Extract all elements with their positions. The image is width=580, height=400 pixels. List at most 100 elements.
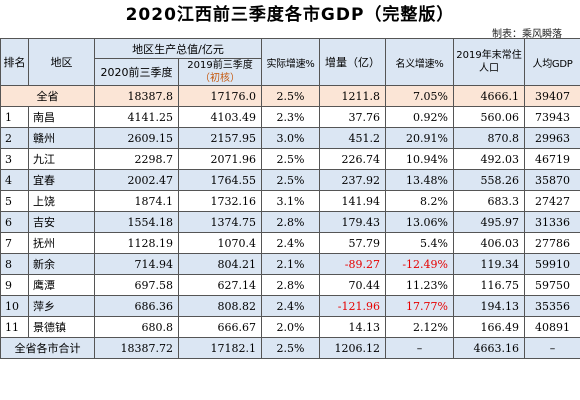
nominal-growth-cell: 11.23% [385, 274, 454, 296]
sum-gdp2020: 18387.72 [94, 337, 179, 359]
real-growth-cell: 2.4% [261, 232, 320, 254]
region-cell: 宜春 [28, 169, 95, 191]
page-title: 2020江西前三季度各市GDP（完整版） [125, 5, 455, 25]
gdp2020-cell: 714.94 [94, 253, 179, 275]
population-cell: 194.13 [453, 295, 525, 317]
per-capita-cell: 35356 [524, 295, 580, 317]
rank-cell: 7 [0, 232, 29, 254]
population-cell: 406.03 [453, 232, 525, 254]
region-cell: 新余 [28, 253, 95, 275]
real-growth-cell: 2.8% [261, 274, 320, 296]
increase-cell: 57.79 [319, 232, 386, 254]
increase-cell: 451.2 [319, 127, 386, 149]
real-growth-cell: 3.1% [261, 190, 320, 212]
province-name: 全省 [0, 85, 95, 107]
rank-cell: 4 [0, 169, 29, 191]
per-capita-cell: 27786 [524, 232, 580, 254]
increase-cell: 226.74 [319, 148, 386, 170]
increase-cell: 237.92 [319, 169, 386, 191]
sum-name: 全省各市合计 [0, 337, 95, 359]
region-cell: 上饶 [28, 190, 95, 212]
real-growth-cell: 3.0% [261, 127, 320, 149]
per-capita-cell: 35870 [524, 169, 580, 191]
gdp2019-cell: 1732.16 [178, 190, 262, 212]
header-increase: 增量（亿） [319, 38, 386, 86]
table-row: 4 宜春 2002.47 1764.55 2.5% 237.92 13.48% 558.26 3… [0, 169, 580, 191]
header-per-capita: 人均GDP [524, 38, 580, 86]
table-row: 1 南昌 4141.25 4103.49 2.3% 37.76 0.92% 560.06 739… [0, 106, 580, 128]
province-per-capita: 39407 [524, 85, 580, 107]
rank-cell: 9 [0, 274, 29, 296]
rank-cell: 10 [0, 295, 29, 317]
population-cell: 119.34 [453, 253, 525, 275]
per-capita-cell: 40891 [524, 316, 580, 338]
header-gdp2019-note: （初核） [200, 73, 240, 84]
population-cell: 558.26 [453, 169, 525, 191]
sum-gdp2019: 17182.1 [178, 337, 262, 359]
region-cell: 南昌 [28, 106, 95, 128]
region-cell: 吉安 [28, 211, 95, 233]
gdp2019-cell: 804.21 [178, 253, 262, 275]
gdp2020-cell: 680.8 [94, 316, 179, 338]
rank-cell: 2 [0, 127, 29, 149]
gdp-table: 排名 地区 地区生产总值/亿元 实际增速% 增量（亿） 名义增速% 2019年末… [0, 38, 580, 359]
region-cell: 九江 [28, 148, 95, 170]
gdp2019-cell: 627.14 [178, 274, 262, 296]
real-growth-cell: 2.5% [261, 148, 320, 170]
rank-cell: 11 [0, 316, 29, 338]
table-row: 2 赣州 2609.15 2157.95 3.0% 451.2 20.91% 870.8 299… [0, 127, 580, 149]
gdp2020-cell: 2609.15 [94, 127, 179, 149]
province-nominal-growth: 7.05% [385, 85, 454, 107]
region-cell: 景德镇 [28, 316, 95, 338]
gdp2020-cell: 1128.19 [94, 232, 179, 254]
province-gdp2020: 18387.8 [94, 85, 179, 107]
header-population: 2019年末常住人口 [453, 38, 525, 86]
region-cell: 抚州 [28, 232, 95, 254]
province-gdp2019: 17176.0 [178, 85, 262, 107]
gdp2019-cell: 4103.49 [178, 106, 262, 128]
per-capita-cell: 59750 [524, 274, 580, 296]
per-capita-cell: 46719 [524, 148, 580, 170]
increase-cell: 37.76 [319, 106, 386, 128]
real-growth-cell: 2.4% [261, 295, 320, 317]
header-region: 地区 [28, 38, 95, 86]
province-population: 4666.1 [453, 85, 525, 107]
table-row: 6 吉安 1554.18 1374.75 2.8% 179.43 13.06% 495.97 3… [0, 211, 580, 233]
rank-cell: 3 [0, 148, 29, 170]
nominal-growth-cell: 17.77% [385, 295, 454, 317]
gdp2019-cell: 666.67 [178, 316, 262, 338]
gdp2020-cell: 686.36 [94, 295, 179, 317]
population-cell: 683.3 [453, 190, 525, 212]
nominal-growth-cell: 20.91% [385, 127, 454, 149]
table-row: 3 九江 2298.7 2071.96 2.5% 226.74 10.94% 492.03 46… [0, 148, 580, 170]
header-rank: 排名 [0, 38, 29, 86]
real-growth-cell: 2.8% [261, 211, 320, 233]
header-nominal-growth: 名义增速% [385, 38, 454, 86]
header-gdp2019: 2019前三季度 （初核） [178, 58, 262, 86]
province-increase: 1211.8 [319, 85, 386, 107]
header-gdp-group: 地区生产总值/亿元 [94, 38, 262, 59]
real-growth-cell: 2.1% [261, 253, 320, 275]
nominal-growth-cell: 13.48% [385, 169, 454, 191]
nominal-growth-cell: 5.4% [385, 232, 454, 254]
nominal-growth-cell: 0.92% [385, 106, 454, 128]
increase-cell: 70.44 [319, 274, 386, 296]
nominal-growth-cell: -12.49% [385, 253, 454, 275]
gdp2019-cell: 2157.95 [178, 127, 262, 149]
per-capita-cell: 27427 [524, 190, 580, 212]
increase-cell: 179.43 [319, 211, 386, 233]
gdp2020-cell: 697.58 [94, 274, 179, 296]
table-row: 5 上饶 1874.1 1732.16 3.1% 141.94 8.2% 683.3 27427 [0, 190, 580, 212]
header-gdp2019-label: 2019前三季度 [187, 60, 253, 71]
gdp2020-cell: 2002.47 [94, 169, 179, 191]
gdp2020-cell: 4141.25 [94, 106, 179, 128]
table-row: 7 抚州 1128.19 1070.4 2.4% 57.79 5.4% 406.03 27786 [0, 232, 580, 254]
increase-cell: 14.13 [319, 316, 386, 338]
region-cell: 赣州 [28, 127, 95, 149]
gdp2019-cell: 2071.96 [178, 148, 262, 170]
nominal-growth-cell: 2.12% [385, 316, 454, 338]
sum-row: 全省各市合计 18387.72 17182.1 2.5% 1206.12–4663.16… [0, 337, 580, 359]
real-growth-cell: 2.5% [261, 169, 320, 191]
population-cell: 166.49 [453, 316, 525, 338]
